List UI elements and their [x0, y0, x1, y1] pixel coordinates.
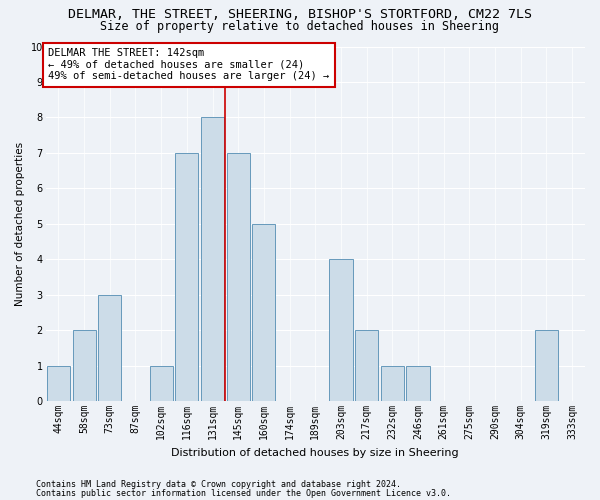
- Bar: [47, 366, 70, 401]
- Y-axis label: Number of detached properties: Number of detached properties: [15, 142, 25, 306]
- Text: Contains public sector information licensed under the Open Government Licence v3: Contains public sector information licen…: [36, 488, 451, 498]
- Text: DELMAR THE STREET: 142sqm
← 49% of detached houses are smaller (24)
49% of semi-: DELMAR THE STREET: 142sqm ← 49% of detac…: [48, 48, 329, 82]
- Text: Size of property relative to detached houses in Sheering: Size of property relative to detached ho…: [101, 20, 499, 33]
- Bar: [149, 366, 173, 401]
- Text: Contains HM Land Registry data © Crown copyright and database right 2024.: Contains HM Land Registry data © Crown c…: [36, 480, 401, 489]
- Bar: [227, 153, 250, 401]
- Bar: [329, 260, 353, 401]
- Bar: [98, 294, 121, 401]
- Bar: [201, 118, 224, 401]
- X-axis label: Distribution of detached houses by size in Sheering: Distribution of detached houses by size …: [172, 448, 459, 458]
- Text: DELMAR, THE STREET, SHEERING, BISHOP'S STORTFORD, CM22 7LS: DELMAR, THE STREET, SHEERING, BISHOP'S S…: [68, 8, 532, 20]
- Bar: [73, 330, 95, 401]
- Bar: [253, 224, 275, 401]
- Bar: [406, 366, 430, 401]
- Bar: [381, 366, 404, 401]
- Bar: [175, 153, 199, 401]
- Bar: [535, 330, 558, 401]
- Bar: [355, 330, 378, 401]
